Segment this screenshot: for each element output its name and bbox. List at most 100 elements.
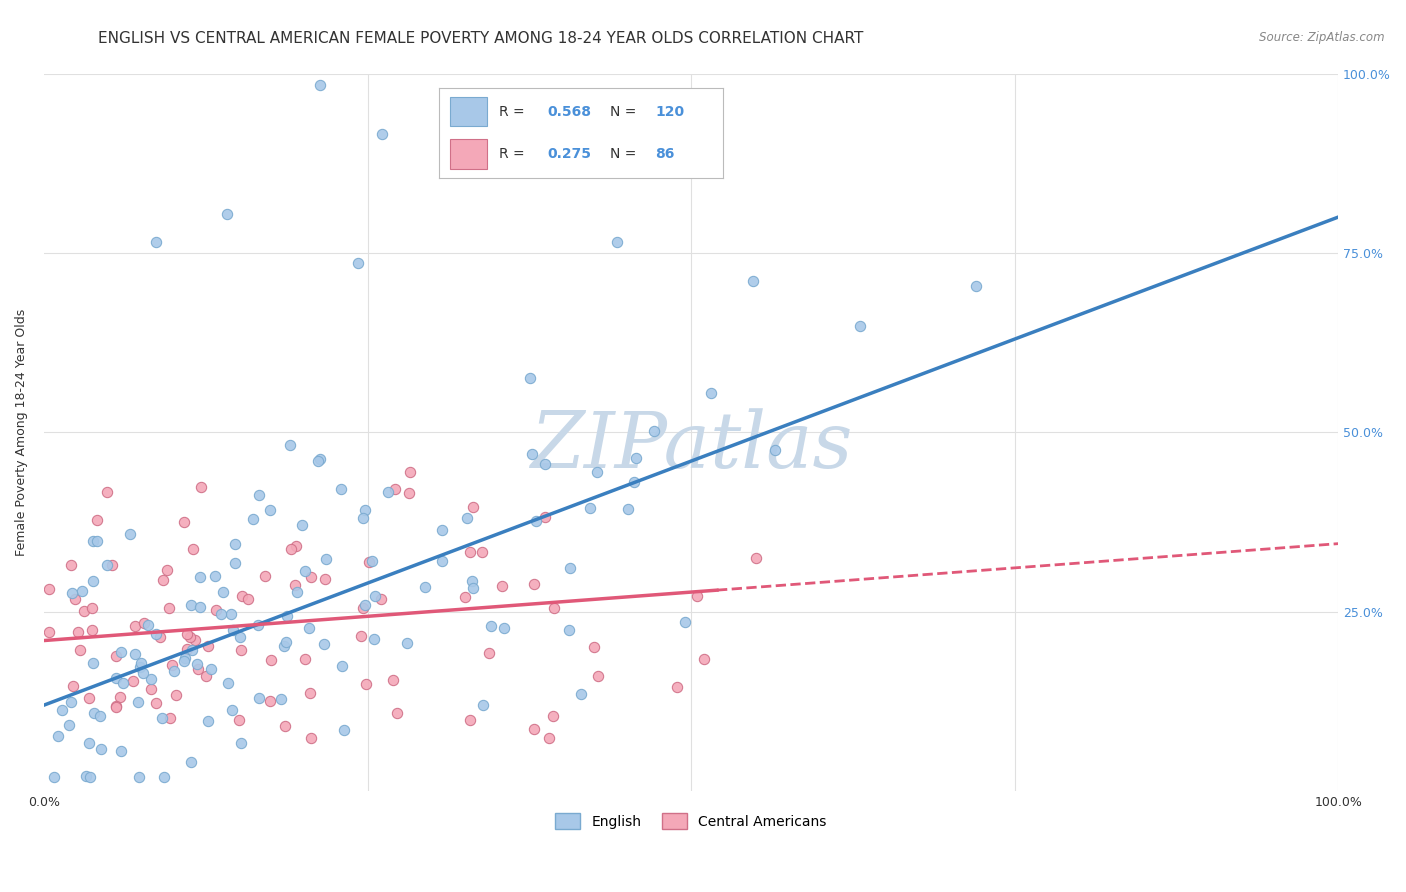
Point — [86, 534, 108, 549]
Point — [332, 723, 354, 737]
Point — [197, 714, 219, 728]
Point — [382, 673, 405, 688]
Point — [396, 635, 419, 649]
Point — [314, 572, 336, 586]
Point — [66, 625, 89, 640]
Point — [42, 770, 65, 784]
Point — [73, 604, 96, 618]
Point — [162, 657, 184, 672]
Point — [180, 598, 202, 612]
Point — [212, 585, 235, 599]
Point — [745, 550, 768, 565]
Point — [173, 651, 195, 665]
Point — [127, 695, 149, 709]
Point — [558, 623, 581, 637]
Point — [314, 637, 336, 651]
Point — [82, 533, 104, 548]
Point — [132, 616, 155, 631]
Text: ZIPatlas: ZIPatlas — [530, 409, 852, 485]
Point — [157, 600, 180, 615]
Point — [217, 206, 239, 220]
Point — [763, 442, 786, 457]
Point — [520, 447, 543, 461]
Point — [51, 703, 73, 717]
Point — [180, 755, 202, 769]
Point — [120, 527, 142, 541]
Point — [77, 736, 100, 750]
Point — [124, 619, 146, 633]
Point — [131, 657, 153, 671]
Point — [285, 539, 308, 553]
Point — [617, 502, 640, 516]
Point — [307, 454, 329, 468]
Point — [478, 646, 501, 660]
Point — [139, 673, 162, 687]
Point — [291, 518, 314, 533]
Point — [398, 465, 420, 479]
Point — [82, 574, 104, 589]
Point — [82, 623, 104, 637]
Point — [643, 424, 665, 438]
Point — [108, 690, 131, 704]
Point — [461, 574, 484, 588]
Point — [187, 662, 209, 676]
Point — [278, 438, 301, 452]
Point — [59, 558, 82, 572]
Point — [273, 639, 295, 653]
Point — [298, 686, 321, 700]
Point — [139, 682, 162, 697]
Point — [330, 658, 353, 673]
Y-axis label: Female Poverty Among 18-24 Year Olds: Female Poverty Among 18-24 Year Olds — [15, 309, 28, 556]
Point — [533, 458, 555, 472]
Point — [586, 465, 609, 479]
Point — [274, 635, 297, 649]
Point — [364, 590, 387, 604]
Point — [184, 632, 207, 647]
Point — [163, 664, 186, 678]
Point — [101, 558, 124, 573]
Point — [145, 696, 167, 710]
Point — [96, 558, 118, 573]
Point — [79, 690, 101, 705]
Text: ENGLISH VS CENTRAL AMERICAN FEMALE POVERTY AMONG 18-24 YEAR OLDS CORRELATION CHA: ENGLISH VS CENTRAL AMERICAN FEMALE POVER… — [98, 31, 863, 46]
Point — [188, 570, 211, 584]
Point — [219, 607, 242, 621]
Point — [190, 480, 212, 494]
Point — [586, 668, 609, 682]
Point — [122, 673, 145, 688]
Point — [246, 618, 269, 632]
Point — [110, 645, 132, 659]
Point — [204, 569, 226, 583]
Point — [492, 621, 515, 635]
Point — [70, 584, 93, 599]
Point — [583, 640, 606, 655]
Point — [224, 557, 246, 571]
Point — [124, 648, 146, 662]
Point — [387, 706, 409, 720]
Point — [280, 542, 302, 557]
Point — [569, 687, 592, 701]
Point — [298, 621, 321, 635]
Point — [59, 695, 82, 709]
Point — [79, 770, 101, 784]
Point — [200, 662, 222, 676]
Point — [181, 541, 204, 556]
Point — [231, 736, 253, 750]
Point — [523, 722, 546, 736]
Point — [470, 545, 492, 559]
Point — [692, 652, 714, 666]
Point — [90, 742, 112, 756]
Point — [666, 681, 689, 695]
Point — [413, 580, 436, 594]
Point — [62, 679, 84, 693]
Point — [524, 514, 547, 528]
Point — [363, 632, 385, 647]
Point — [472, 698, 495, 712]
Point — [329, 483, 352, 497]
Point — [205, 603, 228, 617]
Point — [531, 152, 554, 166]
Point — [156, 563, 179, 577]
Point — [173, 515, 195, 529]
Point — [523, 577, 546, 591]
Point — [458, 713, 481, 727]
